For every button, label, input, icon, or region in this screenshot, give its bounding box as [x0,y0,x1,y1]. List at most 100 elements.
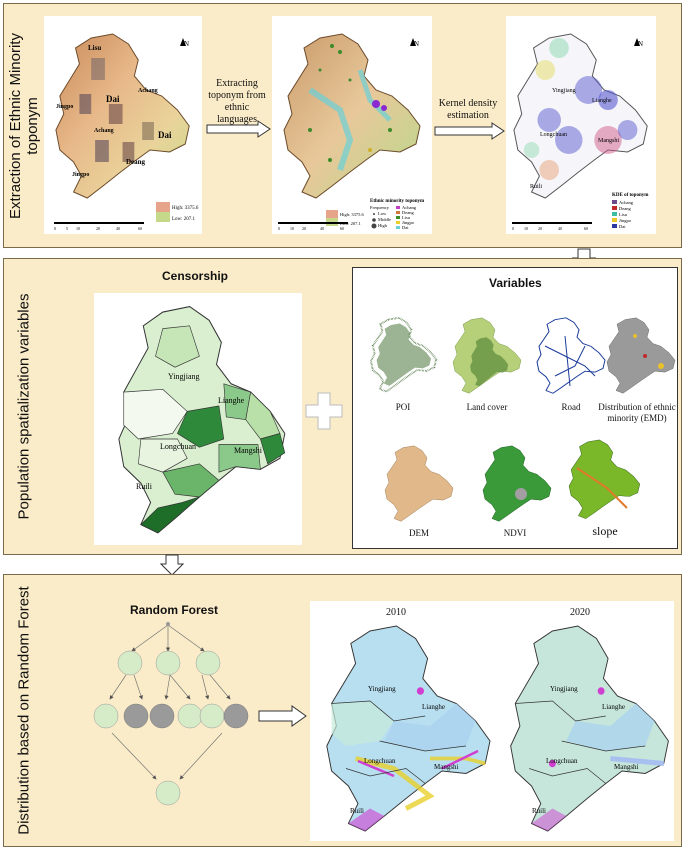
map3-label-lianghe: Lianghe [592,98,612,104]
rf-node-level1-3 [195,650,221,676]
scale-bar [54,222,144,224]
ethnic-lisu: Lisu [402,215,411,220]
year-2010-label: 2010 [386,607,406,618]
panel-toponym-extraction: Extraction of Ethnic Minority toponym Lis… [3,3,682,248]
map3-label-longchuan: Longchuan [540,132,567,138]
freq-high: High [378,223,388,228]
rf-node-level1-2 [155,650,181,676]
kde-jingpo: Jingpo [619,218,632,223]
north-arrow-icon: N [180,38,189,48]
kde-dai: Dai [619,224,626,229]
map2020-label-yingjiang: Yingjiang [550,685,578,693]
svg-text:60: 60 [584,226,588,231]
scale-40: 40 [116,226,120,231]
rf-leaf-6 [223,703,249,729]
map1-label-8: Jingpo [72,172,89,178]
census-label-lianghe: Lianghe [218,396,245,405]
ethnic-dai: Dai [402,225,409,230]
scale-10: 10 [76,226,80,231]
arrow1-text: Extracting toponym from ethnic languages [208,78,266,125]
svg-text:40: 40 [320,226,324,231]
scale-60: 60 [138,226,142,231]
map2010-label-yingjiang: Yingjiang [368,685,396,693]
variable-poi-label: POI [395,402,411,412]
kde-toponym-map-svg: Yingjiang Lianghe Longchuan Mangshi Ruil… [512,33,649,231]
random-forest-title: Random Forest [130,603,219,617]
ethnic-region-map: Lisu Achang Jingpo Dai Achang Dai Deang … [44,16,202,234]
freq-low: Low [378,211,387,216]
legend-low-swatch [156,212,170,222]
map1-label-2: Achang [138,88,158,94]
map3-label-yingjiang: Yingjiang [552,88,576,94]
panel-random-forest: Distribution based on Random Forest Rand… [3,574,682,847]
north-arrow-icon: N [410,38,419,48]
svg-text:40: 40 [558,226,562,231]
map1-label-5: Achang [94,128,114,134]
svg-text:0: 0 [512,226,514,231]
censorship-title: Censorship [162,269,229,283]
svg-text:0: 0 [278,226,280,231]
variable-road-label: Road [561,402,581,412]
map3-label-mangshi: Mangshi [598,138,619,144]
rf-leaf-1 [93,703,119,729]
ndvi-map [482,445,552,522]
map2-legend-low: Low: 207.1 [340,221,361,226]
panel-population-variables: Population spatialization variables Cens… [3,258,682,555]
panel3-side-label: Distribution based on Random Forest [15,586,33,835]
arrow1-icon [206,120,271,138]
census-label-yingjiang: Yingjiang [168,372,200,381]
legend-high: High: 3375.6 [172,206,199,211]
map1-label-7: Deang [126,158,146,166]
road-map [536,317,606,394]
rf-leaf-3 [149,703,175,729]
toponym-frequency-map-svg: N Ethnic minority toponym Frequency Low … [278,33,425,231]
svg-text:20: 20 [538,226,542,231]
svg-text:10: 10 [524,226,528,231]
svg-text:N: N [414,40,419,48]
census-label-longchuan: Longchuan [160,442,196,451]
variable-ndvi-label: NDVI [503,528,527,538]
legend-low: Low: 207.1 [172,217,196,222]
variables-title: Variables [489,276,542,290]
map2010-label-mangshi: Mangshi [434,763,459,771]
map2020-label-lianghe: Lianghe [602,703,625,711]
toponym-frequency-map: N Ethnic minority toponym Frequency Low … [272,16,432,234]
rf-leaf-5 [199,703,225,729]
census-label-ruili: Ruili [136,482,153,491]
census-map: Yingjiang Lianghe Longchuan Mangshi Ruil… [94,293,302,545]
map1-label-3: Jingpo [56,104,73,110]
rf-leaf-4 [177,703,203,729]
rf-leaf-2 [123,703,149,729]
rf-output-node [155,780,181,806]
map2010-label-lianghe: Lianghe [422,703,445,711]
panel1-side-label: Extraction of Ethnic Minority toponym [7,32,41,219]
panel2-side-label: Population spatialization variables [15,293,33,520]
svg-text:N: N [638,40,643,48]
results-box: 2010 2020 Yingjiang Lianghe Longchuan Ma… [310,601,674,841]
slope-map [568,439,641,519]
variable-emd-label: Distribution of ethnic minority (EMD) [598,402,676,423]
emd-map [606,317,676,394]
freq-middle: Middle [378,217,391,222]
scale-0: 0 [54,226,56,231]
map3-label-ruili: Ruili [530,184,542,190]
ethnic-jingpo: Jingpo [402,220,415,225]
scale-20: 20 [96,226,100,231]
right-arrow-icon [258,705,307,727]
variable-slope-label: slope [592,524,618,538]
map1-label-6: Dai [158,130,172,140]
map2-frequency-title: Frequency [370,205,390,210]
ethnic-achang: Achang [402,205,417,210]
dem-map [384,445,454,522]
map2010-label-ruili: Ruili [350,807,364,815]
variables-box: Variables POI Land cover Road Distributi… [352,267,678,549]
svg-text:60: 60 [340,226,344,231]
map2020-label-longchuan: Longchuan [546,757,578,765]
kde-deang: Deang [619,206,631,211]
svg-text:20: 20 [302,226,306,231]
north-arrow-icon: N [634,38,643,48]
rf-root-node [166,622,170,626]
kde-achang: Achang [619,200,634,205]
ethnic-region-map-svg: Lisu Achang Jingpo Dai Achang Dai Deang … [54,33,199,231]
map3-legend-title: KDE of toponym [612,193,649,198]
